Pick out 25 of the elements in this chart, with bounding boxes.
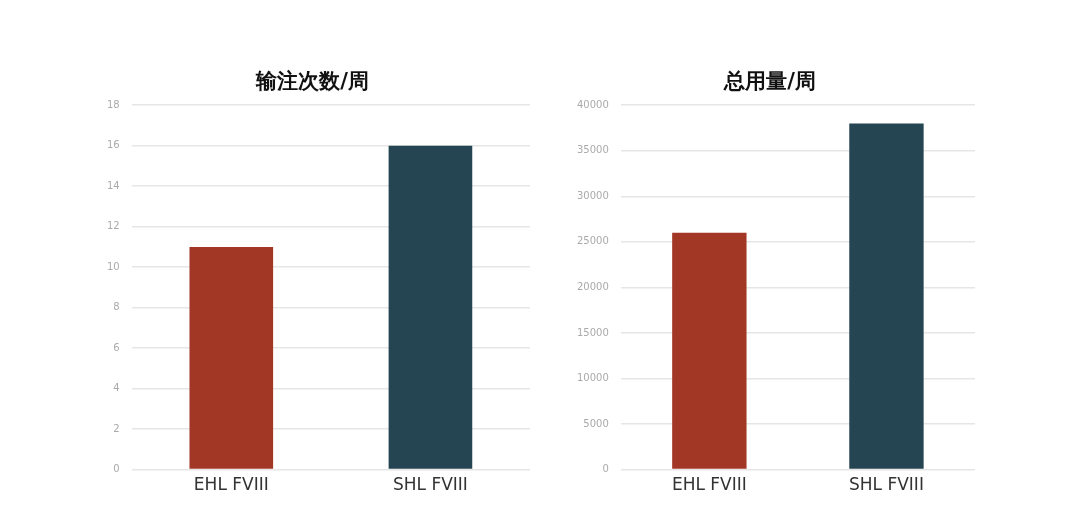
y-tick-label: 20000 (577, 280, 609, 292)
y-tick-label: 15000 (577, 326, 609, 338)
y-tick-label: 10000 (577, 372, 609, 384)
x-tick-label: EHL FVIII (193, 474, 269, 495)
y-tick-label: 25000 (577, 235, 609, 247)
chart-title: 总用量/周 (723, 69, 816, 94)
y-tick-label: 12 (106, 220, 120, 232)
y-tick-label: 5000 (583, 417, 609, 429)
y-tick-label: 30000 (577, 189, 609, 201)
x-tick-label: SHL FVIII (849, 474, 924, 495)
x-tick-label: EHL FVIII (671, 474, 747, 495)
y-tick-label: 6 (113, 341, 120, 353)
y-tick-label: 35000 (577, 144, 609, 156)
x-tick-label: SHL FVIII (392, 474, 468, 495)
y-tick-label: 18 (106, 98, 120, 110)
y-tick-label: 8 (113, 301, 120, 313)
y-tick-label: 0 (602, 463, 609, 475)
y-tick-label: 10 (106, 260, 120, 272)
y-tick-label: 14 (106, 179, 120, 191)
y-tick-label: 0 (113, 463, 120, 475)
chart-title: 输注次数/周 (255, 69, 369, 94)
y-tick-label: 2 (113, 422, 120, 434)
y-tick-label: 16 (106, 139, 120, 151)
y-tick-label: 4 (113, 382, 120, 394)
y-tick-label: 40000 (577, 98, 609, 110)
